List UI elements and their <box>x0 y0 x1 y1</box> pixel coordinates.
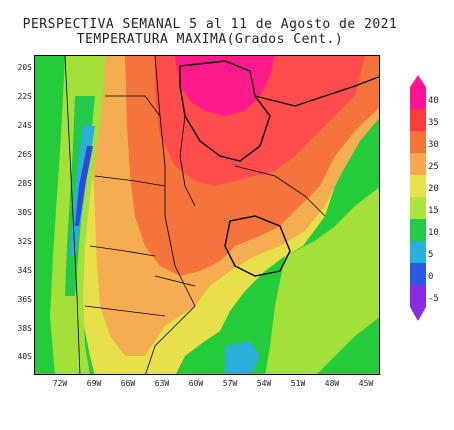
lon-label-45w: 45W <box>358 379 374 388</box>
country-border-brazil <box>254 76 379 107</box>
lat-label-26s: 26S <box>17 150 32 159</box>
colorbar-label-neg5: -5 <box>428 294 439 304</box>
map-subtitle: TEMPERATURA MAXIMA(Grados Cent.) <box>76 32 344 47</box>
colorbar-label-35: 35 <box>428 118 439 128</box>
state-border-1 <box>234 165 326 217</box>
patagonia-cool-patch <box>225 341 260 374</box>
lat-label-20s: 20S <box>17 63 32 72</box>
lat-label-30s: 30S <box>17 208 32 217</box>
colorbar-bottom-cap <box>410 307 426 321</box>
country-border-chile <box>64 56 81 374</box>
colorbar-segment-20 <box>410 175 426 197</box>
lon-label-51w: 51W <box>290 379 306 388</box>
lon-label-66w: 66W <box>120 379 136 388</box>
country-border-paraguay <box>179 60 271 162</box>
province-border-3 <box>89 245 156 257</box>
province-border-1 <box>105 95 161 117</box>
lon-label-54w: 54W <box>256 379 272 388</box>
colorbar-label-0: 0 <box>428 272 434 282</box>
colorbar-label-10: 10 <box>428 228 439 238</box>
country-border-argentina <box>145 56 196 374</box>
colorbar-segment-40 <box>410 87 426 109</box>
lon-label-57w: 57W <box>222 379 238 388</box>
colorbar-label-15: 15 <box>428 206 439 216</box>
map-title: PERSPECTIVA SEMANAL 5 al 11 de Agosto de… <box>22 17 398 32</box>
colorbar-segment-5 <box>410 241 426 263</box>
colorbar-segment-25 <box>410 153 426 175</box>
province-border-4 <box>84 305 166 317</box>
coastal-cool-region <box>265 187 379 374</box>
lat-label-40s: 40S <box>17 352 32 361</box>
lat-label-32s: 32S <box>17 237 32 246</box>
colorbar-label-30: 30 <box>428 140 439 150</box>
lon-label-72w: 72W <box>52 379 68 388</box>
lat-label-38s: 38S <box>17 324 32 333</box>
lat-label-24s: 24S <box>17 121 32 130</box>
colorbar-label-20: 20 <box>428 184 439 194</box>
colorbar-segment-neg5 <box>410 285 426 307</box>
colorbar-segment-0 <box>410 263 426 285</box>
colorbar-segment-15 <box>410 197 426 219</box>
lat-label-34s: 34S <box>17 266 32 275</box>
country-border-uruguay <box>224 215 291 277</box>
province-border-5 <box>154 275 196 287</box>
colorbar-top-cap <box>410 75 426 87</box>
lon-label-69w: 69W <box>86 379 102 388</box>
lat-label-36s: 36S <box>17 295 32 304</box>
lon-label-60w: 60W <box>188 379 204 388</box>
color-scale-bar <box>410 75 426 321</box>
andes-freezing-band <box>75 146 93 226</box>
colorbar-segment-10 <box>410 219 426 241</box>
temperature-map <box>34 55 380 375</box>
province-border-2 <box>94 175 166 187</box>
state-border-2 <box>179 115 196 207</box>
colorbar-segment-30 <box>410 131 426 153</box>
lon-label-63w: 63W <box>154 379 170 388</box>
colorbar-segment-35 <box>410 109 426 131</box>
colorbar-label-25: 25 <box>428 162 439 172</box>
colorbar-label-5: 5 <box>428 250 434 260</box>
lat-label-28s: 28S <box>17 179 32 188</box>
lat-label-22s: 22S <box>17 92 32 101</box>
colorbar-label-40: 40 <box>428 96 439 106</box>
lon-label-48w: 48W <box>324 379 340 388</box>
